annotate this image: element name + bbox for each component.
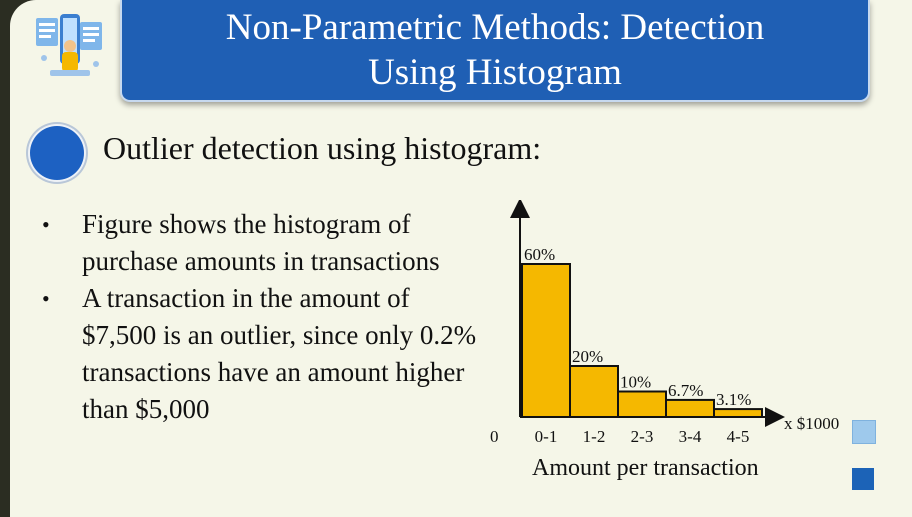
histogram-chart: 60% 20% 10% 6.7% 3.1% 0-1 1-2 2-3 3-4 4-5 0 x $1… xyxy=(490,200,839,481)
bar-value-label: 20% xyxy=(572,347,603,366)
title-line-2: Using Histogram xyxy=(368,52,622,93)
histogram-bar xyxy=(617,390,667,418)
histogram-bar xyxy=(713,408,763,419)
title-line-1: Non-Parametric Methods: Detection xyxy=(225,7,765,48)
bar-value-label: 60% xyxy=(524,245,555,264)
bullet-item: Figure shows the histogram of purchase a… xyxy=(34,206,484,280)
bar-value-label: 3.1% xyxy=(716,390,751,409)
x-axis-title: Amount per transaction xyxy=(532,455,759,481)
x-unit-label: x $1000 xyxy=(784,414,839,433)
nav-square-dark xyxy=(852,468,874,490)
bar-value-label: 10% xyxy=(620,373,651,392)
slide-title: Non-Parametric Methods: Detection Using … xyxy=(120,0,870,102)
x-tick-label: 3-4 xyxy=(679,427,702,446)
nav-square-light xyxy=(852,420,876,444)
bullet-list: Figure shows the histogram of purchase a… xyxy=(34,206,484,428)
heading-bullet-circle xyxy=(30,126,84,180)
histogram-bar xyxy=(521,263,571,418)
x-tick-label: 4-5 xyxy=(727,427,750,446)
histogram-bar xyxy=(569,365,619,418)
slide: Non-Parametric Methods: Detection Using … xyxy=(10,0,912,517)
logo xyxy=(30,8,110,88)
histogram-bar xyxy=(665,398,715,418)
x-tick-label: 2-3 xyxy=(631,427,654,446)
bar-value-label: 6.7% xyxy=(668,381,703,400)
x-tick-label: 1-2 xyxy=(583,427,606,446)
x-tick-label: 0-1 xyxy=(535,427,558,446)
bullet-item: A transaction in the amount of $7,500 is… xyxy=(34,280,484,428)
origin-label: 0 xyxy=(490,427,499,446)
section-heading: Outlier detection using histogram: xyxy=(103,130,542,166)
person-with-documents-icon xyxy=(36,14,102,76)
